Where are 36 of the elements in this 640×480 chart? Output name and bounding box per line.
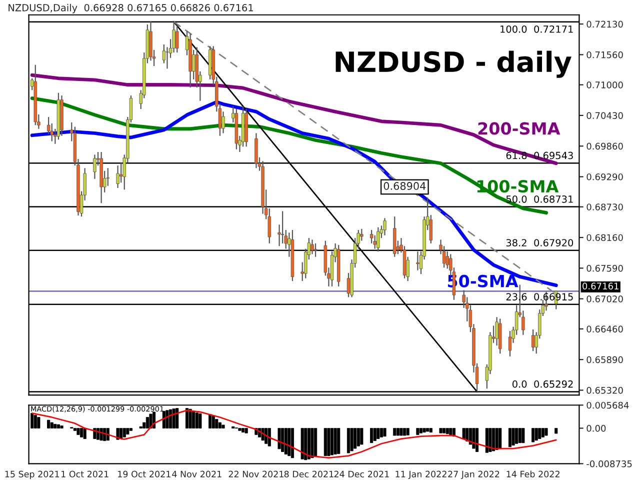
y-tick-label: 0.65890 (586, 356, 623, 364)
y-tick-label: 0.69860 (586, 142, 623, 150)
ref-line-label: 38.2 0.67920 (506, 239, 574, 246)
ref-line-label: 100.0 0.72171 (500, 25, 573, 33)
x-tick-label: 4 Nov 2021 (172, 470, 222, 478)
series-label: 200-SMA (478, 122, 560, 135)
ref-line-label: 61.8 0.69543 (506, 152, 573, 160)
y-tick-label: 0.72130 (586, 20, 623, 28)
ref-line-label: 50.0 0.68731 (506, 195, 573, 203)
x-tick-label: 22 Nov 2021 (228, 470, 284, 478)
y-tick-label: 0.65320 (586, 386, 623, 394)
y-tick-label: 0.67590 (586, 264, 623, 272)
text: NZDUSD - daily (336, 50, 572, 78)
x-tick-label: 14 Feb 2022 (506, 470, 560, 478)
y-tick-label: 0.66460 (586, 326, 623, 332)
y-tick-label: 0.71560 (586, 51, 623, 58)
y-tick-label: 0.005684 (586, 402, 629, 409)
chart-subtitle: NZDUSD,Daily 0.66928 0.67165 0.66826 0.67161 (8, 4, 253, 14)
annotation: 0.68904 (384, 182, 426, 190)
y-tick-label: 0.71000 (586, 82, 623, 88)
x-tick-label: 24 Dec 2021 (334, 470, 389, 478)
x-tick-label: 11 Jan 2022 (396, 470, 446, 480)
x-tick-label: 15 Sep 2021 (5, 470, 60, 480)
y-tick-label: 0.68730 (586, 204, 623, 210)
x-tick-label: 27 Jan 2022 (448, 470, 500, 480)
ref-line-label: 0.67161 (582, 282, 618, 290)
x-tick-label: 1 Oct 2021 (62, 470, 108, 478)
y-tick-label: 0.70430 (586, 112, 623, 119)
y-tick-label: -0.008735 (586, 460, 632, 468)
y-tick-label: 0.67020 (586, 296, 623, 302)
y-tick-label: 0.68160 (586, 234, 623, 242)
y-tick-label: 0.00 (586, 424, 606, 432)
y-tick-label: 0.69290 (586, 173, 623, 180)
x-tick-label: 8 Dec 2021 (284, 470, 334, 478)
x-tick-label: 19 Oct 2021 (118, 470, 170, 478)
ref-line-label: 0.0 0.65292 (512, 380, 573, 388)
